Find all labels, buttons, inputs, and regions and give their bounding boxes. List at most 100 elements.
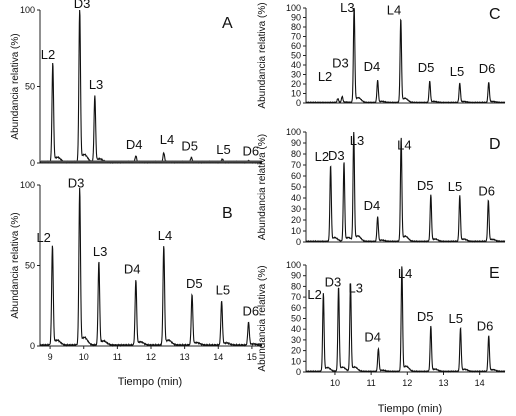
peak-label-d4-e: D4 (364, 330, 381, 345)
y-tick-label-d: 0 (296, 237, 301, 247)
x-tick-label-b: 9 (48, 352, 53, 362)
y-tick-label-e: 40 (291, 324, 301, 334)
peak-label-d6-c: D6 (479, 61, 496, 76)
y-tick-label-d: 30 (291, 204, 301, 214)
peak-label-d5-a: D5 (181, 138, 198, 153)
panel-letter-a: A (222, 15, 233, 32)
chromatogram-trace-e (305, 266, 506, 373)
panel-letter-d: D (489, 136, 501, 153)
peak-label-l2-d: L2 (315, 149, 329, 164)
peak-label-l3-d: L3 (350, 133, 364, 148)
x-tick-label-b: 13 (180, 352, 190, 362)
peak-label-l3-e: L3 (349, 280, 363, 295)
y-tick-label-e: 100 (286, 260, 301, 270)
x-tick-label-e: 10 (330, 378, 340, 388)
y-tick-label-d: 100 (286, 127, 301, 137)
peak-label-d5-e: D5 (417, 309, 434, 324)
x-tick-label-e: 13 (438, 378, 448, 388)
y-tick-label-c: 100 (286, 3, 301, 13)
y-tick-label-c: 0 (296, 98, 301, 108)
peak-label-d3-b: D3 (68, 175, 85, 190)
y-tick-label-e: 60 (291, 303, 301, 313)
peak-label-l5-a: L5 (216, 142, 230, 157)
panel-b: 0 50 100 Abundancia relativa (%) 9 10 11 12 13 14… (10, 175, 263, 388)
panel-letter-e: E (489, 265, 500, 282)
x-axis-title-b: Tiempo (min) (118, 376, 182, 388)
panel-letter-b: B (222, 205, 233, 222)
peak-label-l3-c: L3 (340, 0, 354, 15)
chromatogram-trace-a (39, 9, 263, 164)
peak-label-l4-d: L4 (397, 138, 411, 153)
peak-label-d5-b: D5 (186, 276, 203, 291)
peak-label-l5-e: L5 (448, 311, 462, 326)
y-tick-label-d: 80 (291, 149, 301, 159)
panel-a: 0 50 100 Abundancia relativa (%) L2 D3 L3 D4 L4 D… (10, 0, 263, 168)
y-tick-label-b: 50 (25, 261, 35, 271)
peak-label-l4-c: L4 (387, 2, 401, 17)
y-tick-label-a: 0 (30, 158, 35, 168)
y-tick-label-a: 100 (20, 5, 35, 15)
x-tick-label-b: 10 (79, 352, 89, 362)
y-axis-title-e: Abundancia relativa (%) (257, 265, 268, 371)
peak-label-l4-e: L4 (398, 266, 412, 281)
peak-label-d5-c: D5 (418, 60, 435, 75)
peak-label-l5-c: L5 (450, 64, 464, 79)
y-axis-title-d: Abundancia relativa (%) (257, 134, 268, 240)
y-tick-label-e: 70 (291, 292, 301, 302)
peak-label-d6-d: D6 (478, 183, 495, 198)
peak-label-d6-e: D6 (477, 319, 494, 334)
peak-label-l5-d: L5 (448, 179, 462, 194)
chromatogram-trace-b (39, 187, 263, 347)
panel-letter-c: C (489, 6, 501, 23)
peak-label-l5-b: L5 (216, 283, 230, 298)
y-tick-label-e: 80 (291, 281, 301, 291)
y-tick-label-c: 20 (291, 79, 301, 89)
y-tick-label-d: 50 (291, 182, 301, 192)
peak-label-d3-e: D3 (325, 275, 342, 290)
x-tick-label-e: 11 (366, 378, 375, 388)
y-tick-label-c: 90 (291, 13, 301, 23)
peak-label-d6-a: D6 (243, 143, 260, 158)
y-tick-label-b: 0 (30, 341, 35, 351)
peak-label-d3-a: D3 (74, 0, 91, 11)
x-tick-label-b: 12 (146, 352, 156, 362)
peak-label-d6-b: D6 (243, 303, 260, 318)
peak-label-d3-d: D3 (328, 148, 345, 163)
peak-label-l4-b: L4 (158, 228, 172, 243)
y-axis-title-b: Abundancia relativa (%) (10, 212, 21, 318)
chromatogram-trace-d (305, 131, 506, 243)
y-tick-label-c: 60 (291, 41, 301, 51)
y-axis-title-c: Abundancia relativa (%) (257, 2, 268, 108)
y-tick-label-e: 90 (291, 271, 301, 281)
y-tick-label-b: 100 (20, 180, 35, 190)
peak-label-l3-b: L3 (93, 244, 107, 259)
y-tick-label-c: 70 (291, 32, 301, 42)
y-tick-label-d: 90 (291, 138, 301, 148)
peak-label-l2-b: L2 (36, 230, 50, 245)
x-tick-label-b: 14 (213, 352, 223, 362)
y-tick-label-c: 40 (291, 60, 301, 70)
y-tick-label-d: 70 (291, 160, 301, 170)
y-tick-label-c: 10 (291, 89, 301, 99)
y-tick-label-e: 50 (291, 314, 301, 324)
peak-label-l3-a: L3 (89, 77, 103, 92)
y-tick-label-c: 80 (291, 22, 301, 32)
peak-label-l2-e: L2 (307, 287, 321, 302)
y-tick-label-c: 50 (291, 51, 301, 61)
peak-label-d4-a: D4 (126, 137, 143, 152)
y-tick-label-c: 30 (291, 70, 301, 80)
y-tick-label-a: 50 (25, 82, 35, 92)
y-tick-label-d: 10 (291, 226, 301, 236)
y-tick-label-d: 40 (291, 193, 301, 203)
y-tick-label-e: 10 (291, 356, 301, 366)
y-tick-label-e: 0 (296, 367, 301, 377)
peak-label-d5-d: D5 (417, 178, 434, 193)
x-tick-label-b: 15 (247, 352, 257, 362)
chromatogram-trace-c (305, 7, 506, 104)
y-tick-label-d: 60 (291, 171, 301, 181)
y-axis-title-a: Abundancia relativa (%) (10, 33, 21, 139)
